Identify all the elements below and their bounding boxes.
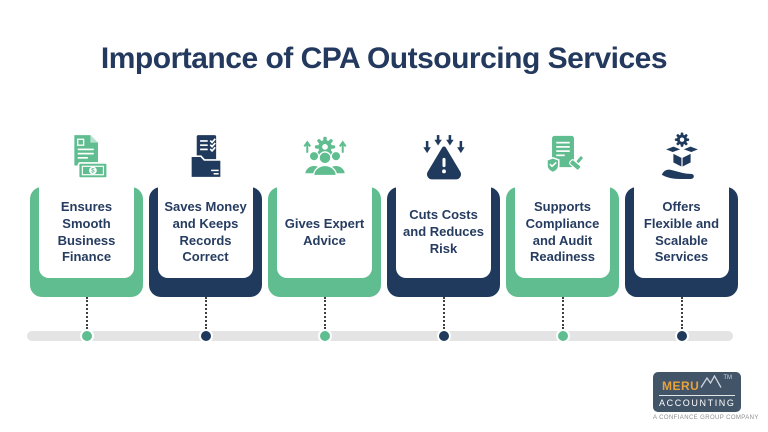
benefit-card: Ensures Smooth Business Finance — [30, 187, 143, 297]
connector-dotted-line — [204, 297, 207, 329]
timeline-dot — [674, 329, 689, 343]
logo-tagline-text: A CONFIANCE GROUP COMPANY — [653, 415, 759, 421]
card-inner: Supports Compliance and Audit Readiness — [515, 187, 610, 278]
mountain-icon — [700, 374, 722, 393]
connector-dotted-line — [680, 297, 683, 329]
logo-sub-text: ACCOUNTING — [659, 398, 736, 408]
card-inner: Ensures Smooth Business Finance — [39, 187, 134, 278]
logo-tm-text: TM — [723, 375, 732, 381]
benefit-column-1: $ Ensures Smooth Business Finance — [30, 123, 143, 343]
risk-warning-icon — [417, 123, 471, 187]
card-inner: Offers Flexible and Scalable Services — [634, 187, 729, 278]
connector-dotted-line — [323, 297, 326, 329]
connector-dotted-line — [85, 297, 88, 329]
card-inner: Saves Money and Keeps Records Correct — [158, 187, 253, 278]
benefit-column-2: Saves Money and Keeps Records Correct — [149, 123, 262, 343]
card-inner: Gives Expert Advice — [277, 187, 372, 278]
benefit-label: Supports Compliance and Audit Readiness — [525, 198, 600, 265]
timeline-track — [27, 331, 733, 341]
benefit-column-3: Gives Expert Advice — [268, 123, 381, 343]
benefit-column-5: Supports Compliance and Audit Readiness — [506, 123, 619, 343]
svg-text:$: $ — [91, 168, 95, 175]
timeline-dot — [555, 329, 570, 343]
benefit-card: Cuts Costs and Reduces Risk — [387, 187, 500, 297]
benefit-card: Saves Money and Keeps Records Correct — [149, 187, 262, 297]
benefit-label: Cuts Costs and Reduces Risk — [403, 207, 484, 256]
team-gear-icon — [298, 123, 352, 187]
logo-box: MERU TM ACCOUNTING — [653, 372, 741, 412]
benefit-label: Gives Expert Advice — [284, 215, 365, 248]
benefit-label: Ensures Smooth Business Finance — [57, 198, 116, 265]
timeline-dot — [436, 329, 451, 343]
connector-dotted-line — [561, 297, 564, 329]
logo-top-row: MERU TM — [659, 374, 735, 396]
benefit-card: Supports Compliance and Audit Readiness — [506, 187, 619, 297]
card-inner: Cuts Costs and Reduces Risk — [396, 187, 491, 278]
benefit-card: Gives Expert Advice — [268, 187, 381, 297]
benefit-label: Saves Money and Keeps Records Correct — [164, 198, 247, 265]
checklist-folder-icon — [179, 123, 233, 187]
scalable-box-icon — [655, 123, 709, 187]
benefit-column-6: Offers Flexible and Scalable Services — [625, 123, 738, 343]
meru-accounting-logo: MERU TM ACCOUNTING A CONFIANCE GROUP COM… — [653, 372, 759, 421]
benefit-card: Offers Flexible and Scalable Services — [625, 187, 738, 297]
logo-brand-text: MERU — [661, 379, 700, 393]
timeline-dot — [79, 329, 94, 343]
page-title: Importance of CPA Outsourcing Services — [100, 42, 668, 75]
audit-document-icon — [536, 123, 590, 187]
timeline-dot — [198, 329, 213, 343]
benefit-column-4: Cuts Costs and Reduces Risk — [387, 123, 500, 343]
timeline-dot — [317, 329, 332, 343]
benefits-row: $ Ensures Smooth Business Finance — [30, 123, 738, 343]
connector-dotted-line — [442, 297, 445, 329]
benefit-label: Offers Flexible and Scalable Services — [643, 198, 720, 265]
invoice-money-icon: $ — [60, 123, 114, 187]
